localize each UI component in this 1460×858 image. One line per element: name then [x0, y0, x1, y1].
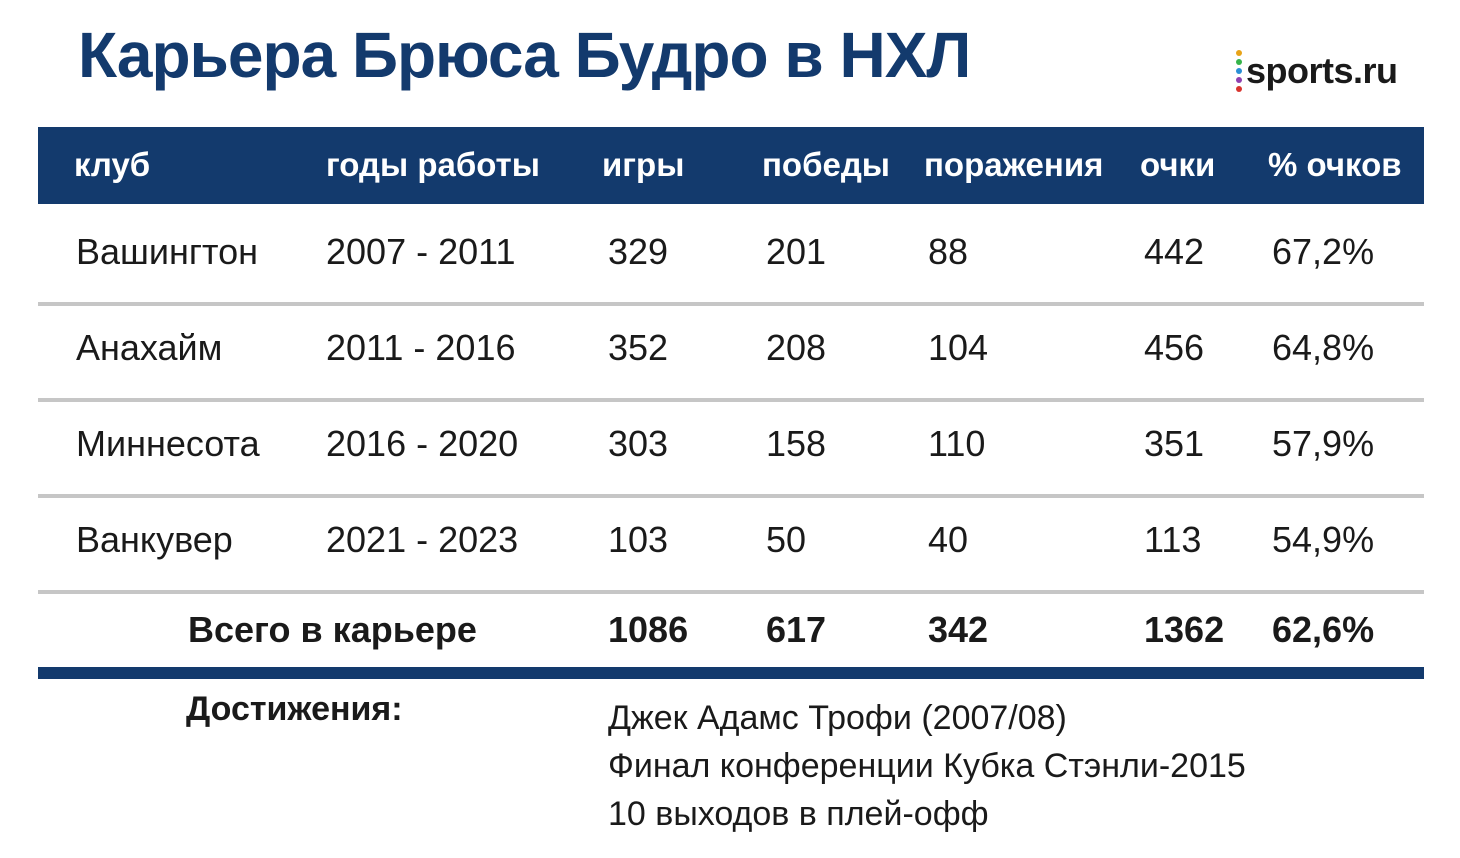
achievements-list: Джек Адамс Трофи (2007/08) Финал конфере…	[608, 694, 1246, 838]
table-header: клуб годы работы игры победы поражения о…	[38, 127, 1424, 204]
total-games: 1086	[608, 609, 689, 650]
logo-dot	[1236, 68, 1242, 74]
cell-points-pct: 57,9%	[1272, 423, 1375, 464]
cell-years: 2021 - 2023	[326, 519, 519, 560]
cell-losses: 88	[928, 231, 969, 272]
cell-points-pct: 54,9%	[1272, 519, 1375, 560]
cell-wins: 50	[766, 519, 807, 560]
table-row: Ванкувер 2021 - 2023 103 50 40 113 54,9%	[38, 492, 1424, 588]
cell-club: Анахайм	[76, 327, 223, 368]
cell-points: 456	[1144, 327, 1205, 368]
cell-points-pct: 64,8%	[1272, 327, 1375, 368]
total-losses: 342	[928, 609, 989, 650]
row-divider	[38, 302, 1424, 306]
column-header-years: годы работы	[326, 146, 540, 183]
cell-years: 2011 - 2016	[326, 327, 516, 368]
cell-losses: 104	[928, 327, 989, 368]
cell-games: 303	[608, 423, 669, 464]
logo-dot	[1236, 59, 1242, 65]
row-divider	[38, 398, 1424, 402]
page-title: Карьера Брюса Будро в НХЛ	[78, 19, 971, 91]
cell-points-pct: 67,2%	[1272, 231, 1375, 272]
column-header-wins: победы	[762, 146, 890, 183]
cell-games: 103	[608, 519, 669, 560]
cell-points: 351	[1144, 423, 1205, 464]
table-total-row: Всего в карьере 1086 617 342 1362 62,6%	[38, 582, 1424, 678]
sports-ru-logo: sports.ru	[1236, 48, 1398, 94]
cell-years: 2016 - 2020	[326, 423, 519, 464]
logo-dot	[1236, 50, 1242, 56]
cell-wins: 201	[766, 231, 827, 272]
logo-dot	[1236, 86, 1242, 92]
cell-points: 113	[1144, 519, 1202, 560]
table-row: Анахайм 2011 - 2016 352 208 104 456 64,8%	[38, 300, 1424, 396]
total-points: 1362	[1144, 609, 1225, 650]
cell-club: Миннесота	[76, 423, 260, 464]
total-points-pct: 62,6%	[1272, 609, 1375, 650]
cell-losses: 40	[928, 519, 969, 560]
table-row: Вашингтон 2007 - 2011 329 201 88 442 67,2%	[38, 204, 1424, 300]
column-header-points: очки	[1140, 146, 1216, 183]
total-label: Всего в карьере	[188, 609, 477, 650]
column-header-losses: поражения	[924, 146, 1104, 183]
total-wins: 617	[766, 609, 827, 650]
cell-games: 329	[608, 231, 669, 272]
logo-text: sports.ru	[1246, 50, 1398, 91]
row-divider	[38, 494, 1424, 498]
column-header-points-pct: % очков	[1268, 146, 1402, 183]
logo-dots-icon	[1236, 50, 1242, 92]
table-bottom-rule	[38, 667, 1424, 679]
column-header-games: игры	[602, 146, 685, 183]
cell-wins: 208	[766, 327, 827, 368]
cell-club: Вашингтон	[76, 231, 259, 272]
achievement-item: Финал конференции Кубка Стэнли-2015	[608, 747, 1246, 785]
row-divider	[38, 590, 1424, 594]
achievement-item: 10 выходов в плей-офф	[608, 795, 989, 833]
column-header-club: клуб	[74, 146, 151, 183]
table-row: Миннесота 2016 - 2020 303 158 110 351 57,9%	[38, 396, 1424, 492]
logo-dot	[1236, 77, 1242, 83]
achievement-item: Джек Адамс Трофи (2007/08)	[608, 699, 1067, 737]
cell-points: 442	[1144, 231, 1205, 272]
cell-wins: 158	[766, 423, 827, 464]
achievements-label: Достижения:	[186, 690, 403, 728]
cell-club: Ванкувер	[76, 519, 233, 560]
cell-years: 2007 - 2011	[326, 231, 516, 272]
cell-losses: 110	[928, 423, 986, 464]
cell-games: 352	[608, 327, 669, 368]
